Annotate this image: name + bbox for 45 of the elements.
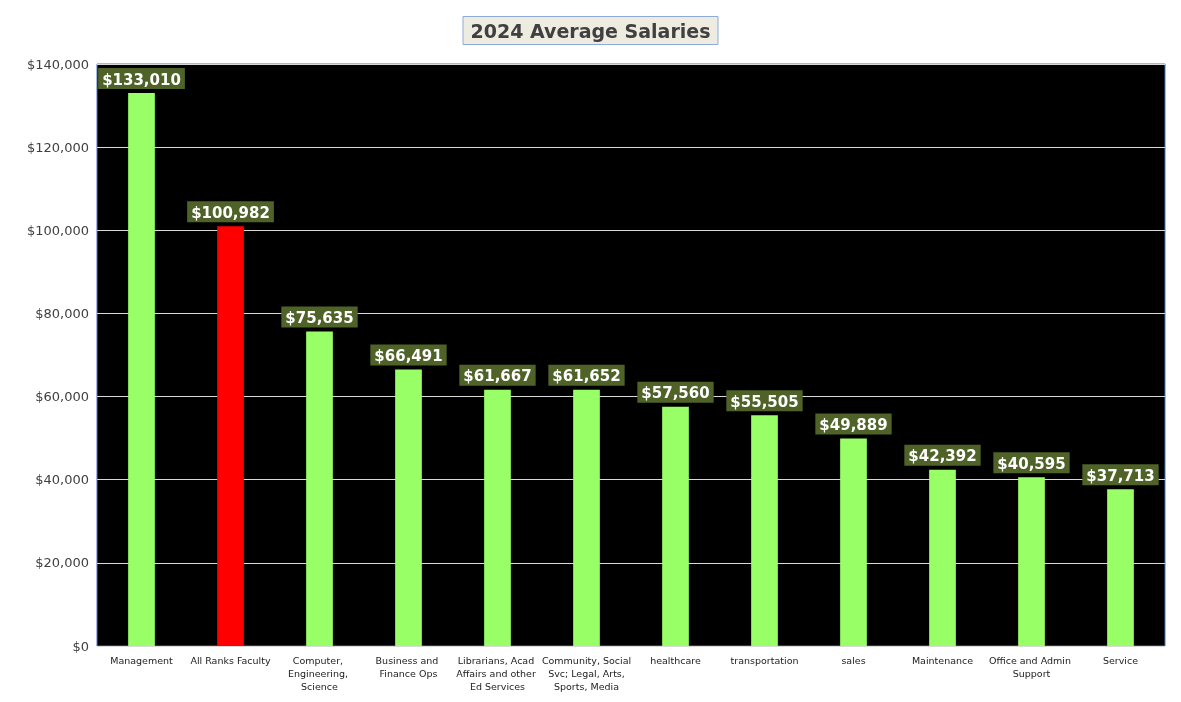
x-tick-label: Business and Finance Ops	[375, 655, 442, 679]
data-label: $49,889	[819, 416, 888, 435]
data-label: $100,982	[191, 203, 270, 222]
bar	[306, 331, 333, 646]
bar	[1018, 477, 1045, 646]
y-tick-label: $120,000	[26, 139, 89, 155]
x-tick-label: Computer, Engineering, Science	[287, 655, 352, 692]
x-tick-label: sales	[841, 655, 866, 666]
y-tick-label: $20,000	[35, 555, 89, 571]
bar	[929, 469, 956, 646]
y-tick-label: $0	[72, 638, 89, 654]
data-label: $61,667	[463, 367, 532, 386]
x-tick-label: Office and Admin Support	[989, 655, 1074, 679]
data-label: $55,505	[730, 392, 799, 411]
y-tick-label: $80,000	[35, 305, 89, 321]
x-tick-label: Community, Social Svc; Legal, Arts, Sports, Media	[541, 655, 632, 692]
x-tick-label: transportation	[730, 655, 799, 666]
y-tick-label: $40,000	[35, 472, 89, 488]
bar	[128, 93, 155, 646]
data-label: $42,392	[908, 447, 977, 466]
y-tick-label: $140,000	[26, 56, 89, 72]
data-label: $37,713	[1086, 466, 1155, 485]
bar	[484, 389, 511, 646]
bar	[751, 415, 778, 646]
data-label: $40,595	[997, 454, 1066, 473]
bar	[1107, 489, 1134, 646]
bar	[840, 438, 867, 646]
y-tick-label: $100,000	[26, 222, 89, 238]
data-label: $66,491	[374, 347, 443, 366]
data-label: $57,560	[641, 384, 710, 403]
data-label: $133,010	[102, 70, 181, 89]
x-tick-label: Maintenance	[911, 655, 974, 666]
bar	[573, 389, 600, 646]
x-tick-label: Librarians, Acad Affairs and other Ed Services	[456, 655, 539, 692]
data-label: $75,635	[285, 309, 354, 328]
bar	[217, 226, 244, 646]
chart-title: 2024 Average Salaries	[470, 19, 711, 42]
x-tick-label: All Ranks Faculty	[190, 655, 271, 666]
bar	[662, 406, 689, 646]
x-tick-label: Management	[110, 655, 174, 666]
x-tick-label: healthcare	[650, 655, 701, 666]
y-tick-label: $60,000	[35, 389, 89, 405]
bar	[395, 369, 422, 646]
x-tick-label: Service	[1102, 655, 1139, 666]
data-label: $61,652	[552, 367, 621, 386]
